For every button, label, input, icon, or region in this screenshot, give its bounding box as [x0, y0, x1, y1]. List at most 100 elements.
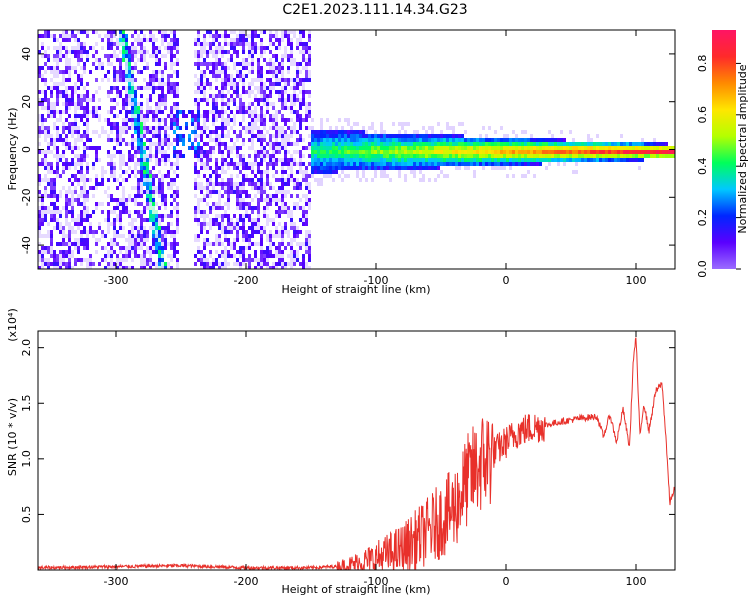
- spectrogram-cell-1296: [149, 174, 152, 178]
- spectrogram-cell-3984: [554, 150, 557, 154]
- spectrogram-cell-114: [47, 102, 50, 106]
- spectrogram-cell-3594: [419, 162, 422, 166]
- spectrogram-cell-3273: [335, 146, 338, 150]
- spectrogram-cell-1327: [152, 110, 155, 114]
- spectrogram-cell-3001: [296, 142, 299, 146]
- spectrogram-cell-3884: [515, 142, 518, 146]
- spectrogram-cell-3693: [449, 126, 452, 130]
- spectrogram-cell-1164: [140, 126, 143, 130]
- spectrogram-cell-2474: [254, 194, 257, 198]
- spectrogram-cell-2255: [236, 230, 239, 234]
- spectrogram-cell-1786: [200, 90, 203, 94]
- spectrogram-cell-3289: [338, 162, 341, 166]
- spectrogram-cell-444: [74, 102, 77, 106]
- spectrogram-cell-1058: [131, 198, 134, 202]
- spectrogram-cell-677: [95, 158, 98, 162]
- spectrogram-cell-415: [71, 150, 74, 154]
- spectrogram-cell-3394: [365, 150, 368, 154]
- spectrogram-cell-2864: [284, 182, 287, 186]
- spectrogram-cell-1439: [158, 250, 161, 254]
- spectrogram-cell-2252: [236, 218, 239, 222]
- spectrogram-cell-1583: [170, 222, 173, 226]
- spectrogram-cell-482: [77, 94, 80, 98]
- spectrogram-cell-2663: [269, 146, 272, 150]
- spectrogram-cell-4069: [596, 150, 599, 154]
- spectrogram-cell-1248: [146, 118, 149, 122]
- spectrogram-cell-3656: [437, 146, 440, 150]
- spectrogram-cell-673: [95, 130, 98, 134]
- spectrogram-cell-2887: [287, 98, 290, 102]
- spectrogram-cell-3035: [299, 134, 302, 138]
- spectrogram-cell-2582: [263, 102, 266, 106]
- spectrogram-cell-2601: [263, 226, 266, 230]
- spectrogram-cell-1506: [164, 142, 167, 146]
- spectrogram-cell-1945: [212, 182, 215, 186]
- spectrogram-cell-4093: [611, 146, 614, 150]
- spectrogram-cell-2278: [239, 154, 242, 158]
- bot-xticks-label--100: -100: [364, 575, 389, 588]
- spectrogram-cell-1460: [161, 126, 164, 130]
- spectrogram-cell-76: [44, 78, 47, 82]
- spectrogram-cell-1078: [134, 86, 137, 90]
- spectrogram-cell-2630: [266, 206, 269, 210]
- spectrogram-cell-2979: [293, 238, 296, 242]
- spectrogram-cell-2757: [278, 42, 281, 46]
- spectrogram-cell-3684: [446, 134, 449, 138]
- spectrogram-cell-1894: [209, 62, 212, 66]
- spectrogram-cell-2072: [221, 226, 224, 230]
- spectrogram-cell-131: [47, 210, 50, 214]
- spectrogram-cell-766: [107, 230, 110, 234]
- spectrogram-cell-3754: [467, 158, 470, 162]
- spectrogram-cell-2771: [278, 142, 281, 146]
- spectrogram-cell-1406: [158, 86, 161, 90]
- spectrogram-cell-2861: [284, 162, 287, 166]
- spectrogram-cell-1491: [164, 46, 167, 50]
- spectrogram-cell-1093: [134, 154, 137, 158]
- spectrogram-cell-1776: [200, 42, 203, 46]
- spectrogram-cell-3019: [299, 34, 302, 38]
- spectrogram-cell-2495: [257, 98, 260, 102]
- spectrogram-cell-1072: [134, 46, 137, 50]
- spectrogram-cell-3063: [302, 90, 305, 94]
- spectrogram-cell-3551: [407, 154, 410, 158]
- spectrogram-cell-2763: [278, 82, 281, 86]
- spectrogram-cell-692: [98, 86, 101, 90]
- spectrogram-cell-4020: [572, 142, 575, 146]
- spectrogram-cell-3844: [500, 158, 503, 162]
- spectrogram-cell-3462: [383, 150, 386, 154]
- spectrogram-cell-1366: [155, 86, 158, 90]
- spectrogram-cell-660: [92, 230, 95, 234]
- spectrogram-cell-2399: [248, 214, 251, 218]
- spectrogram-cell-1266: [146, 206, 149, 210]
- spectrogram-cell-145: [50, 90, 53, 94]
- spectrogram-cell-3614: [425, 146, 428, 150]
- spectrogram-cell-3547: [407, 138, 410, 142]
- spectrogram-cell-3392: [365, 142, 368, 146]
- spectrogram-cell-966: [125, 90, 128, 94]
- spectrogram-cell-2723: [275, 74, 278, 78]
- spectrogram-cell-3845: [500, 162, 503, 166]
- spectrogram-cell-1807: [200, 230, 203, 234]
- spectrogram-cell-2095: [224, 122, 227, 126]
- spectrogram-cell-2504: [257, 154, 260, 158]
- spectrogram-cell-680: [95, 182, 98, 186]
- spectrogram-cell-2499: [257, 126, 260, 130]
- spectrogram-cell-3196: [317, 158, 320, 162]
- spectrogram-cell-1097: [134, 186, 137, 190]
- spectrogram-cell-3508: [398, 122, 401, 126]
- spectrogram-cell-1502: [164, 126, 167, 130]
- spectrogram-cell-4103: [617, 146, 620, 150]
- spectrogram-cell-3468: [383, 174, 386, 178]
- spectrogram-cell-3617: [425, 158, 428, 162]
- spectrogram-cell-2000: [218, 34, 221, 38]
- spectrogram-cell-2846: [284, 86, 287, 90]
- spectrogram-cell-2722: [275, 70, 278, 74]
- spectrogram-cell-3729: [458, 162, 461, 166]
- spectrogram-cell-2154: [227, 238, 230, 242]
- spectrogram-cell-1846: [203, 226, 206, 230]
- spectrogram-cell-2205: [233, 118, 236, 122]
- spectrogram-cell-272: [59, 194, 62, 198]
- spectrogram-cell-1423: [158, 170, 161, 174]
- spectrogram-cell-3358: [356, 150, 359, 154]
- spectrogram-cell-2219: [233, 242, 236, 246]
